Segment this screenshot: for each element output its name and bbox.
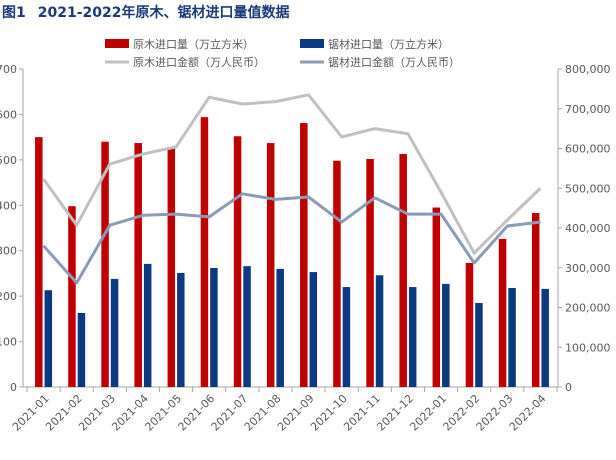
log-volume-bar (233, 136, 242, 387)
log-volume-bar (266, 143, 275, 387)
lumber-volume-bar (243, 266, 251, 387)
lumber-volume-bar (110, 278, 119, 387)
log-volume-bar (333, 160, 341, 387)
lumber-volume-bar (475, 302, 483, 387)
right-tick-label: 100,000 (565, 341, 611, 354)
lumber-volume-bar (408, 287, 417, 387)
left-tick-label: 400 (0, 199, 17, 212)
log-volume-bar (498, 238, 507, 387)
log-volume-bar (300, 123, 308, 387)
lumber-volume-bar (309, 272, 318, 387)
left-tick-label: 500 (0, 154, 17, 167)
legend-label: 原木进口量（万立方米） (133, 37, 254, 51)
lumber-volume-bar (276, 268, 284, 387)
lumber-volume-bar (143, 263, 152, 387)
log-value-line (42, 93, 542, 255)
right-tick-label: 800,000 (565, 63, 611, 76)
log-volume-bar (167, 147, 176, 387)
lumber-volume-bar (177, 272, 185, 387)
log-volume-bar (134, 143, 142, 387)
log-volume-bar (101, 141, 109, 387)
log-volume-bar (432, 207, 441, 387)
left-tick-label: 700 (0, 63, 17, 76)
lumber-volume-bar (210, 267, 218, 387)
log-volume-bar (531, 213, 540, 387)
right-tick-label: 200,000 (565, 302, 611, 315)
figure-number: 图1 (2, 5, 26, 21)
lumber-volume-bar (342, 287, 351, 387)
right-tick-label: 300,000 (565, 262, 611, 275)
legend-label: 锯材进口量（万立方米） (328, 37, 449, 51)
lumber-volume-bar (442, 283, 450, 387)
x-tick-label: 2022-04 (507, 392, 549, 434)
log-volume-bar (465, 262, 474, 387)
log-volume-bar (200, 117, 209, 387)
right-tick-label: 500,000 (565, 182, 611, 195)
lumber-volume-bar (44, 290, 53, 387)
left-tick-label: 600 (0, 108, 17, 121)
lumber-value-line (42, 192, 541, 285)
chart-title: 图1 2021-2022年原木、锯材进口量值数据 (2, 2, 290, 22)
lumber-volume-bar (541, 288, 549, 387)
left-tick-label: 0 (10, 381, 17, 394)
lumber-volume-bar (77, 312, 86, 387)
legend-swatch (105, 39, 129, 48)
legend-swatch (300, 39, 324, 48)
figure-title: 2021-2022年原木、锯材进口量值数据 (37, 5, 290, 21)
log-volume-bar (35, 137, 43, 387)
right-tick-label: 0 (565, 381, 572, 394)
log-volume-bar (399, 153, 407, 387)
lumber-volume-bar (375, 275, 384, 387)
left-tick-label: 100 (0, 336, 17, 349)
legend-label: 锯材进口金额（万人民币） (328, 55, 460, 69)
right-tick-label: 600,000 (565, 143, 611, 156)
right-tick-label: 700,000 (565, 103, 611, 116)
left-tick-label: 200 (0, 290, 17, 303)
right-tick-label: 400,000 (565, 222, 611, 235)
left-tick-label: 300 (0, 245, 17, 258)
lumber-volume-bar (508, 287, 516, 387)
log-volume-bar (68, 206, 76, 387)
log-volume-bar (366, 158, 374, 387)
legend-label: 原木进口金额（万人民币） (133, 55, 265, 69)
